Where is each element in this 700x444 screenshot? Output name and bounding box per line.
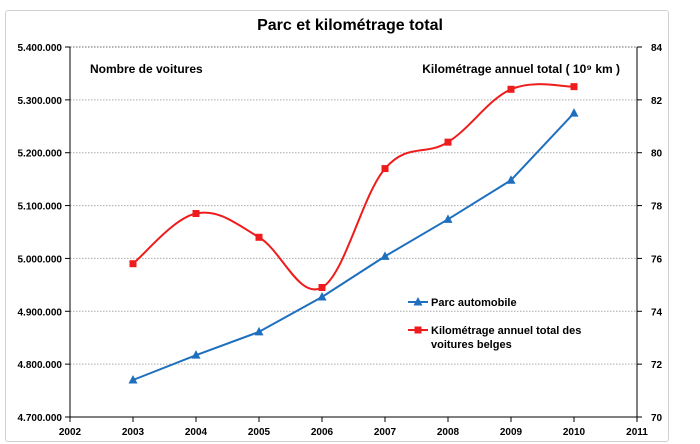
chart-frame — [5, 10, 669, 442]
y-tick-label-right: 82 — [651, 96, 663, 107]
x-tick-label: 2006 — [311, 427, 334, 438]
left-axis-label: Nombre de voitures — [90, 62, 203, 76]
y-tick-label-left: 5.000.000 — [18, 254, 63, 265]
y-tick-label-left: 4.900.000 — [18, 307, 63, 318]
x-tick-label: 2007 — [374, 427, 397, 438]
square-marker — [507, 85, 515, 93]
square-marker — [318, 284, 326, 291]
triangle-marker — [380, 251, 390, 260]
x-tick-label: 2002 — [59, 427, 82, 438]
x-tick-label: 2005 — [248, 427, 271, 438]
legend-entry: Parc automobile — [431, 297, 517, 309]
triangle-marker — [128, 375, 138, 384]
square-marker — [129, 260, 137, 268]
y-tick-label-left: 5.100.000 — [18, 202, 63, 213]
square-marker — [570, 83, 578, 91]
y-tick-label-right: 80 — [651, 149, 663, 160]
y-tick-label-left: 5.300.000 — [18, 96, 63, 107]
y-tick-label-left: 4.700.000 — [18, 413, 63, 424]
y-tick-label-left: 5.200.000 — [18, 149, 63, 160]
y-tick-label-right: 70 — [651, 413, 663, 424]
triangle-marker — [254, 326, 264, 336]
y-tick-label-left: 4.800.000 — [18, 360, 63, 371]
triangle-marker — [569, 108, 579, 117]
right-axis-label: Kilométrage annuel total ( 10⁹ km ) — [422, 62, 620, 76]
y-tick-label-left: 5.400.000 — [18, 43, 63, 54]
square-marker — [255, 233, 263, 241]
square-marker — [192, 210, 200, 217]
x-tick-label: 2003 — [122, 427, 145, 438]
x-tick-label: 2011 — [626, 427, 648, 438]
legend-line: Kilométrage annuel total des — [431, 325, 581, 337]
y-tick-label-right: 74 — [651, 307, 663, 318]
series-line-1 — [132, 112, 575, 381]
series-line-2 — [132, 83, 575, 291]
x-tick-label: 2009 — [500, 427, 523, 438]
x-tick-label: 2008 — [437, 427, 460, 438]
square-marker — [444, 138, 452, 146]
y-tick-label-right: 84 — [651, 43, 663, 54]
triangle-marker — [506, 175, 516, 184]
square-marker — [381, 165, 389, 173]
chart-title: Parc et kilométrage total — [257, 17, 443, 34]
triangle-marker — [191, 350, 201, 359]
triangle-marker — [413, 297, 423, 306]
y-tick-label-right: 78 — [651, 202, 663, 213]
y-tick-label-right: 76 — [651, 254, 663, 265]
y-tick-label-right: 72 — [651, 360, 663, 371]
legend-entry: Kilométrage annuel total des voitures bel… — [431, 325, 581, 351]
triangle-marker — [443, 214, 453, 223]
legend-line: voitures belges — [431, 339, 512, 351]
triangle-marker — [317, 292, 327, 301]
x-tick-label: 2004 — [185, 427, 208, 438]
x-tick-label: 2010 — [563, 427, 586, 438]
square-marker — [414, 326, 422, 334]
